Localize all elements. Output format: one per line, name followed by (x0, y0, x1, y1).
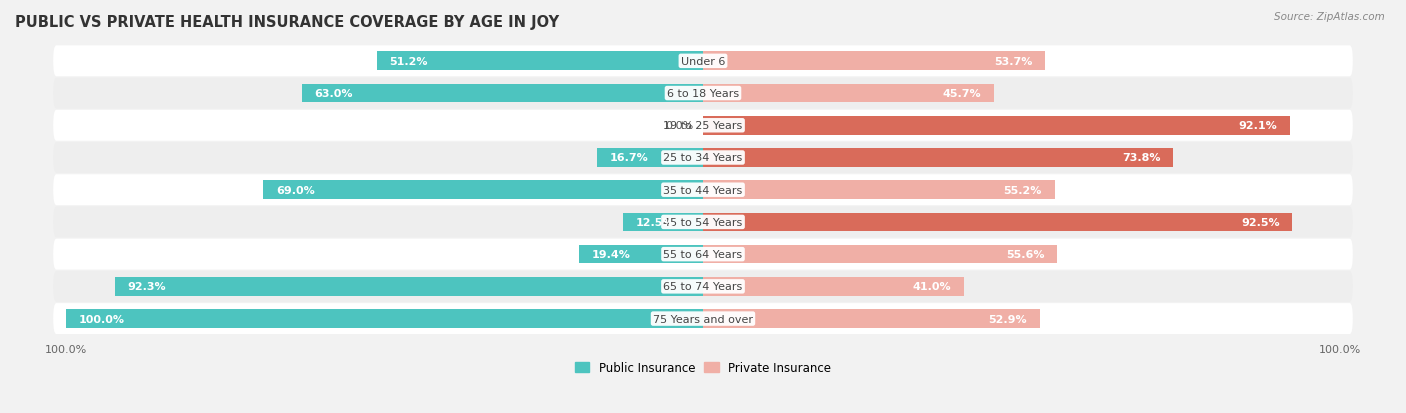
FancyBboxPatch shape (53, 175, 1353, 206)
Text: 65 to 74 Years: 65 to 74 Years (664, 282, 742, 292)
Text: 41.0%: 41.0% (912, 282, 952, 292)
Text: 19 to 25 Years: 19 to 25 Years (664, 121, 742, 131)
Bar (703, 309, 1040, 328)
Text: 92.1%: 92.1% (1239, 121, 1277, 131)
Bar (703, 245, 1057, 264)
Text: 45 to 54 Years: 45 to 54 Years (664, 217, 742, 228)
Text: 73.8%: 73.8% (1122, 153, 1160, 163)
Text: 100.0%: 100.0% (79, 314, 125, 324)
Text: 45.7%: 45.7% (943, 89, 981, 99)
FancyBboxPatch shape (53, 271, 1353, 302)
Bar (579, 245, 703, 264)
Bar (115, 278, 703, 296)
Bar (703, 52, 1045, 71)
Legend: Public Insurance, Private Insurance: Public Insurance, Private Insurance (571, 356, 835, 379)
Text: 55.6%: 55.6% (1005, 249, 1045, 259)
Bar (703, 181, 1054, 199)
Text: 16.7%: 16.7% (609, 153, 648, 163)
FancyBboxPatch shape (53, 78, 1353, 109)
Bar (623, 213, 703, 232)
Text: Source: ZipAtlas.com: Source: ZipAtlas.com (1274, 12, 1385, 22)
Text: 75 Years and over: 75 Years and over (652, 314, 754, 324)
Bar (302, 85, 703, 103)
Text: 6 to 18 Years: 6 to 18 Years (666, 89, 740, 99)
Text: 12.5%: 12.5% (636, 217, 675, 228)
Bar (703, 149, 1173, 167)
Bar (596, 149, 703, 167)
Bar (703, 278, 965, 296)
Text: 25 to 34 Years: 25 to 34 Years (664, 153, 742, 163)
Text: 53.7%: 53.7% (994, 57, 1032, 66)
Bar (703, 213, 1292, 232)
FancyBboxPatch shape (53, 142, 1353, 173)
FancyBboxPatch shape (53, 46, 1353, 77)
Bar (66, 309, 703, 328)
Text: PUBLIC VS PRIVATE HEALTH INSURANCE COVERAGE BY AGE IN JOY: PUBLIC VS PRIVATE HEALTH INSURANCE COVER… (15, 15, 560, 30)
Bar (703, 116, 1289, 135)
Text: 19.4%: 19.4% (592, 249, 631, 259)
FancyBboxPatch shape (53, 111, 1353, 141)
Bar (703, 85, 994, 103)
Text: 35 to 44 Years: 35 to 44 Years (664, 185, 742, 195)
Text: 92.3%: 92.3% (128, 282, 166, 292)
Text: 0.0%: 0.0% (665, 121, 693, 131)
FancyBboxPatch shape (53, 239, 1353, 270)
Text: 55 to 64 Years: 55 to 64 Years (664, 249, 742, 259)
FancyBboxPatch shape (53, 304, 1353, 334)
Text: 55.2%: 55.2% (1004, 185, 1042, 195)
Text: 69.0%: 69.0% (276, 185, 315, 195)
Text: 92.5%: 92.5% (1241, 217, 1279, 228)
Bar (377, 52, 703, 71)
Text: Under 6: Under 6 (681, 57, 725, 66)
Text: 52.9%: 52.9% (988, 314, 1028, 324)
Bar (263, 181, 703, 199)
Text: 63.0%: 63.0% (315, 89, 353, 99)
FancyBboxPatch shape (53, 207, 1353, 238)
Text: 51.2%: 51.2% (389, 57, 427, 66)
